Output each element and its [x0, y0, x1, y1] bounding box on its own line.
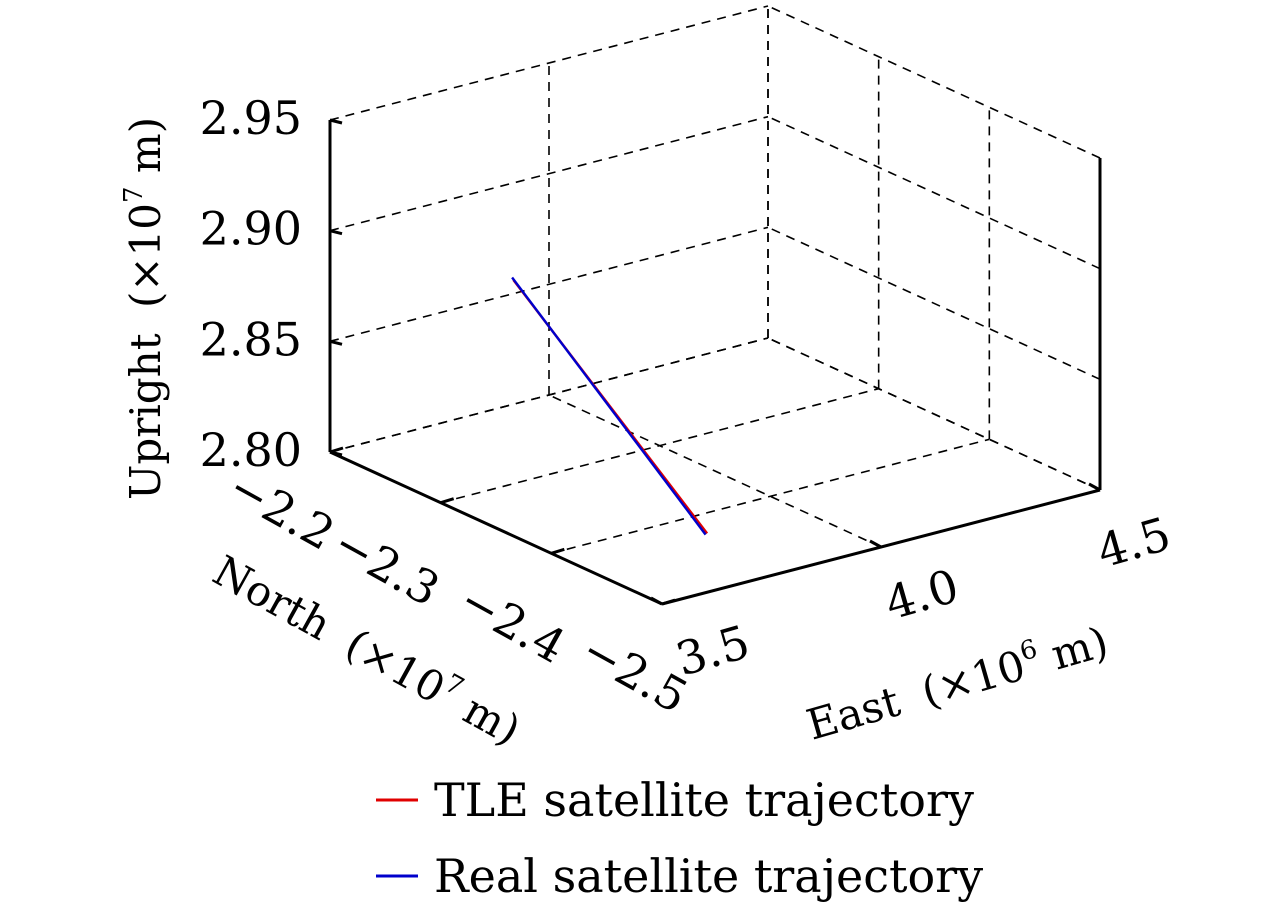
y-axis-label-unit: (×10 — [338, 619, 454, 713]
z-axis-label-name: Upright — [121, 333, 170, 500]
grid-line — [440, 387, 879, 504]
y-tick-mark — [440, 497, 455, 505]
y-tick-label: −2.4 — [451, 572, 575, 673]
y-tick-label: −2.3 — [325, 515, 449, 616]
y-tick-mark — [329, 446, 344, 454]
x-tick-label: 4.0 — [879, 559, 964, 631]
x-axis-label-unit-suffix: m) — [1033, 617, 1113, 683]
x-tick-mark — [869, 539, 882, 549]
tick-labels: 2.802.852.902.95−2.2−2.3−2.4−2.53.54.04.… — [200, 91, 1177, 724]
z-axis-label-exp: 7 — [119, 186, 149, 203]
grid-line — [767, 115, 1101, 270]
north-axis-line — [329, 450, 663, 606]
x-tick-mark — [1088, 482, 1101, 492]
z-tick-mark — [329, 118, 343, 125]
x-tick-label: 3.5 — [670, 615, 755, 687]
series-line-real — [511, 276, 707, 536]
legend-label-tle: TLE satellite trajectory — [434, 773, 974, 827]
y-tick-mark — [661, 598, 676, 606]
x-axis-label-name: East — [801, 677, 905, 750]
z-tick-label: 2.85 — [200, 312, 302, 366]
grid-line — [551, 438, 990, 555]
z-axis-label: Upright (×107 m) — [119, 117, 170, 500]
z-tick-label: 2.80 — [200, 423, 302, 477]
grid-line — [329, 115, 769, 232]
grid-line — [767, 226, 1101, 381]
grid-line — [329, 226, 769, 343]
z-axis-label-unit-suffix: m) — [121, 117, 170, 187]
legend-label-real: Real satellite trajectory — [434, 849, 983, 903]
y-tick-mark — [550, 547, 565, 555]
grid-line — [329, 337, 769, 453]
y-axis-label-name: North — [205, 546, 339, 650]
grid-lines — [329, 5, 1101, 605]
grid-line — [329, 5, 769, 121]
grid-line — [767, 5, 1101, 159]
x-axis-label: East (×106 m) — [801, 615, 1114, 750]
z-tick-mark — [329, 339, 343, 346]
series-lines — [511, 276, 709, 536]
x-tick-label: 4.5 — [1091, 507, 1176, 579]
z-axis-label-unit: (×10 — [121, 203, 170, 308]
legend: TLE satellite trajectory Real satellite … — [376, 773, 983, 903]
axes — [328, 118, 1102, 606]
x-tick-mark — [650, 596, 663, 606]
grid-line — [548, 394, 882, 548]
z-tick-mark — [329, 229, 343, 236]
z-tick-label: 2.90 — [200, 202, 302, 256]
grid-line — [767, 337, 1101, 491]
x-axis-label-unit: (×10 — [916, 641, 1030, 717]
z-tick-label: 2.95 — [200, 91, 302, 145]
